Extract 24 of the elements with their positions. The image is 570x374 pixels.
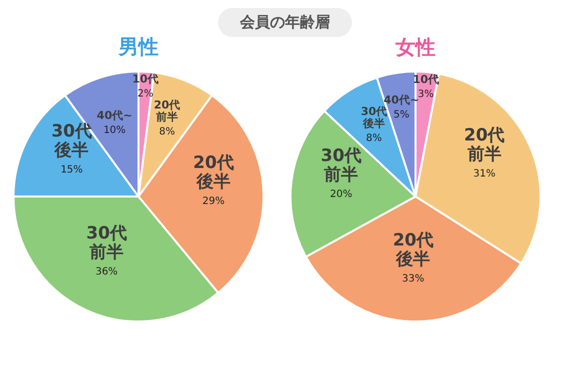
data-label: 20%: [330, 189, 352, 200]
chart-title: 女性: [394, 34, 436, 59]
text: 会員の年齢層: [218, 8, 352, 37]
slice-label: 30代前半: [86, 223, 127, 262]
data-label: 31%: [473, 168, 496, 180]
data-label: 2%: [137, 88, 154, 100]
slice-label: 20代前半: [464, 126, 505, 165]
data-label: 29%: [202, 196, 225, 208]
data-label: 10%: [103, 124, 126, 136]
data-label: 15%: [60, 164, 83, 176]
slice-label: 20代後半: [193, 153, 234, 192]
slice-label: 20代後半: [392, 230, 434, 270]
data-label: 5%: [393, 110, 410, 121]
slice-label: 40代~: [96, 108, 132, 122]
chart-title: 男性: [118, 34, 158, 59]
data-label: 36%: [95, 266, 118, 278]
slice-label: 30代後半: [360, 105, 388, 130]
data-label: 8%: [159, 126, 175, 138]
slice-label: 30代後半: [51, 121, 92, 160]
slice-label: 30代前半: [320, 146, 362, 186]
data-label: 33%: [402, 273, 424, 284]
data-label: 3%: [418, 88, 434, 100]
data-label: 8%: [366, 133, 382, 144]
slice-label: 20代前半: [154, 98, 180, 124]
